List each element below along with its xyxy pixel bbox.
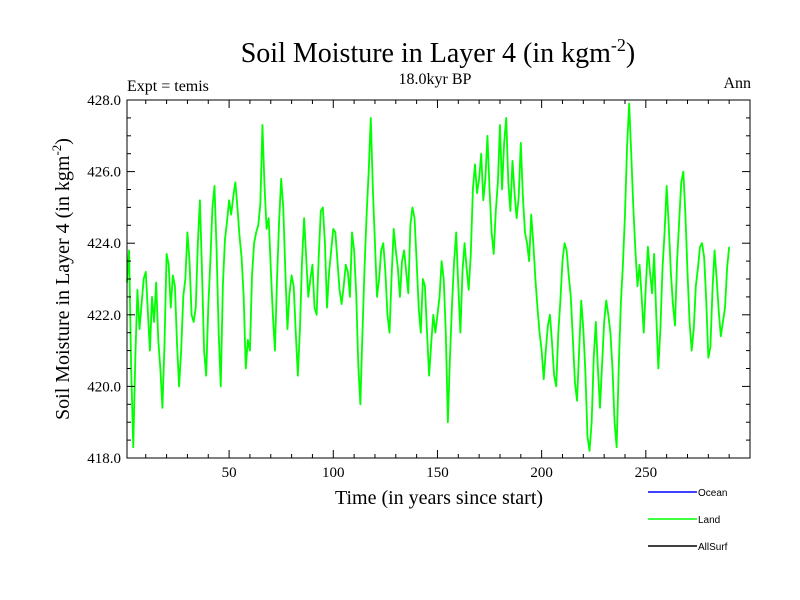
legend-label-ocean: Ocean <box>698 488 727 499</box>
x-tick-label: 250 <box>635 465 658 481</box>
x-tick-label: 50 <box>222 465 237 481</box>
x-axis-label: Time (in years since start) <box>335 487 543 509</box>
plot-frame <box>126 99 751 459</box>
y-tick-label: 426.0 <box>87 165 121 181</box>
chart-subtitle: 18.0kyr BP <box>399 71 472 88</box>
series-line-land <box>126 102 731 452</box>
y-axis-label: Soil Moisture in Layer 4 (in kgm-2) <box>49 138 74 420</box>
y-tick-label: 418.0 <box>87 451 121 467</box>
chart-title-close: ) <box>626 38 635 69</box>
season-label: Ann <box>723 75 751 92</box>
y-axis-label-main: Soil Moisture in Layer 4 (in kgm <box>52 155 74 420</box>
chart-title-sup: -2 <box>611 35 626 55</box>
legend-label-allsurf: AllSurf <box>698 542 728 553</box>
x-tick-label: 100 <box>322 465 345 481</box>
y-axis-label-close: ) <box>52 138 74 145</box>
plot-area <box>126 102 731 452</box>
axis-ticks: 50 100 150 200 250 418.0 420.0 422.0 424.0 426.0 4… <box>87 93 750 481</box>
y-tick-label: 428.0 <box>87 93 121 109</box>
x-tick-label: 200 <box>530 465 553 481</box>
y-tick-label: 424.0 <box>87 236 121 252</box>
experiment-label: Expt = temis <box>127 78 209 95</box>
chart-title-main: Soil Moisture in Layer 4 (in kgm <box>241 38 611 69</box>
legend: Ocean Land AllSurf <box>648 488 728 553</box>
y-tick-label: 422.0 <box>87 308 121 324</box>
chart-title: Soil Moisture in Layer 4 (in kgm-2) <box>241 35 636 69</box>
y-axis-label-sup: -2 <box>49 145 64 156</box>
y-tick-label: 420.0 <box>87 379 121 395</box>
legend-label-land: Land <box>698 515 720 526</box>
x-tick-label: 150 <box>426 465 449 481</box>
